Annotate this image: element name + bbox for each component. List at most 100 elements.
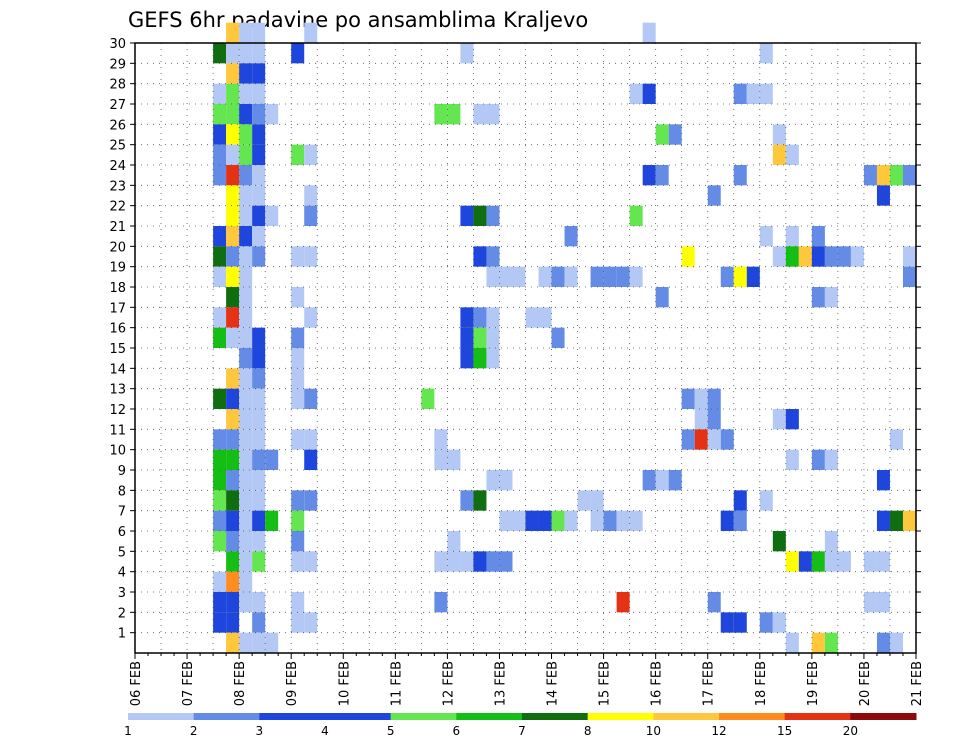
heatmap-cell-m25-t9 xyxy=(252,124,266,145)
y-tick-label-15: 15 xyxy=(109,342,126,357)
heatmap-cell-m6-t10 xyxy=(265,510,279,531)
y-tick-label-8: 8 xyxy=(118,484,126,499)
heatmap-cell-m28-t9 xyxy=(252,63,266,84)
heatmap-cell-m25-t40 xyxy=(655,124,669,145)
heatmap-cell-m7-t46 xyxy=(733,490,747,511)
heatmap-cell-m0-t50 xyxy=(785,632,799,653)
heatmap-cell-m5-t8 xyxy=(239,531,253,552)
x-tick-label-1: 07 FEB xyxy=(181,661,196,706)
heatmap-cell-m24-t8 xyxy=(239,144,253,165)
heatmap-cell-m13-t9 xyxy=(252,368,266,389)
x-tick-label-12: 18 FEB xyxy=(754,661,769,706)
heatmap-cell-m9-t50 xyxy=(785,449,799,470)
y-tick-label-19: 19 xyxy=(109,261,126,276)
heatmap-cell-m23-t59 xyxy=(902,165,916,186)
x-tick-label-6: 12 FEB xyxy=(441,661,456,706)
heatmap-cell-m2-t8 xyxy=(239,592,253,613)
heatmap-cell-m7-t12 xyxy=(291,490,305,511)
heatmap-cell-m23-t39 xyxy=(642,165,656,186)
heatmap-cell-m5-t49 xyxy=(772,531,786,552)
y-tick-label-7: 7 xyxy=(118,505,126,520)
heatmap-cell-m18-t47 xyxy=(746,266,760,287)
heatmap-cell-m12-t9 xyxy=(252,388,266,409)
heatmap-cell-m19-t53 xyxy=(824,246,838,267)
heatmap-cell-m17-t53 xyxy=(824,287,838,308)
y-tick-label-29: 29 xyxy=(109,57,126,72)
heatmap-cell-m18-t37 xyxy=(616,266,630,287)
heatmap-cell-m30-t9 xyxy=(252,22,266,43)
heatmap-cell-m6-t8 xyxy=(239,510,253,531)
heatmap-cell-m18-t35 xyxy=(590,266,604,287)
y-tick-label-1: 1 xyxy=(118,627,126,642)
heatmap-cell-m10-t7 xyxy=(226,429,240,450)
heatmap-cell-m16-t8 xyxy=(239,307,253,328)
heatmap-cell-m27-t8 xyxy=(239,83,253,104)
heatmap-cell-m8-t39 xyxy=(642,470,656,491)
heatmap-cell-m9-t6 xyxy=(213,449,227,470)
heatmap-cell-m7-t6 xyxy=(213,490,227,511)
heatmap-cell-m4-t52 xyxy=(811,551,825,572)
heatmap-cell-m6-t28 xyxy=(499,510,513,531)
heatmap-cell-m10-t12 xyxy=(291,429,305,450)
heatmap-cell-m24-t50 xyxy=(785,144,799,165)
heatmap-cell-m21-t10 xyxy=(265,205,279,226)
heatmap-cell-m23-t7 xyxy=(226,165,240,186)
y-tick-label-26: 26 xyxy=(109,118,126,133)
heatmap-cell-m3-t6 xyxy=(213,571,227,592)
y-tick-label-11: 11 xyxy=(109,423,126,438)
heatmap-cell-m11-t8 xyxy=(239,409,253,430)
colorbar-label-7: 7 xyxy=(518,724,526,738)
heatmap-cell-m29-t25 xyxy=(460,43,474,64)
heatmap-cell-m26-t24 xyxy=(447,104,461,125)
heatmap-cell-m16-t25 xyxy=(460,307,474,328)
heatmap-cell-m21-t26 xyxy=(473,205,487,226)
heatmap-cell-m4-t12 xyxy=(291,551,305,572)
heatmap-cell-m5-t24 xyxy=(447,531,461,552)
heatmap-cell-m23-t6 xyxy=(213,165,227,186)
heatmap-cell-m6-t46 xyxy=(733,510,747,531)
heatmap-cell-m19-t59 xyxy=(902,246,916,267)
heatmap-cell-m20-t33 xyxy=(564,226,578,247)
heatmap-cell-m7-t34 xyxy=(577,490,591,511)
heatmap-cell-m6-t36 xyxy=(603,510,617,531)
heatmap-cell-m17-t7 xyxy=(226,287,240,308)
heatmap-cell-m7-t9 xyxy=(252,490,266,511)
heatmap-cell-m16-t7 xyxy=(226,307,240,328)
heatmap-cell-m24-t9 xyxy=(252,144,266,165)
y-tick-label-6: 6 xyxy=(118,525,126,540)
heatmap-cell-m29-t12 xyxy=(291,43,305,64)
heatmap-cell-m19-t27 xyxy=(486,246,500,267)
heatmap-cell-m10-t42 xyxy=(681,429,695,450)
colorbar-label-15: 15 xyxy=(777,724,792,738)
heatmap-cell-m0-t9 xyxy=(252,632,266,653)
heatmap-cell-m18-t36 xyxy=(603,266,617,287)
x-tick-label-2: 08 FEB xyxy=(233,661,248,706)
heatmap-cell-m21-t25 xyxy=(460,205,474,226)
colorbar-segment-7 xyxy=(587,713,654,720)
colorbar-label-2: 2 xyxy=(190,724,198,738)
heatmap-cell-m5-t7 xyxy=(226,531,240,552)
heatmap-cell-m11-t49 xyxy=(772,409,786,430)
heatmap-cell-m6-t45 xyxy=(720,510,734,531)
heatmap-cell-m1-t9 xyxy=(252,612,266,633)
heatmap-cell-m27-t38 xyxy=(629,83,643,104)
heatmap-cell-m7-t48 xyxy=(759,490,773,511)
heatmap-cell-m1-t48 xyxy=(759,612,773,633)
heatmap-cell-m25-t49 xyxy=(772,124,786,145)
heatmap-cell-m8-t7 xyxy=(226,470,240,491)
heatmap-cell-m26-t6 xyxy=(213,104,227,125)
heatmap-cell-m6-t9 xyxy=(252,510,266,531)
heatmap-cell-m6-t30 xyxy=(525,510,539,531)
heatmap-cell-m22-t13 xyxy=(304,185,318,206)
heatmap-cell-m24-t6 xyxy=(213,144,227,165)
heatmap-cell-m24-t12 xyxy=(291,144,305,165)
heatmap-cell-m19-t8 xyxy=(239,246,253,267)
heatmap-cell-m26-t9 xyxy=(252,104,266,125)
heatmap-cell-m11-t44 xyxy=(707,409,721,430)
heatmap-cell-m27-t46 xyxy=(733,83,747,104)
heatmap-cell-m4-t23 xyxy=(434,551,448,572)
heatmap-cell-m14-t9 xyxy=(252,348,266,369)
y-axis-ticks: 1234567891011121314151617181920212223242… xyxy=(109,37,921,642)
y-tick-label-14: 14 xyxy=(109,362,126,377)
y-tick-label-10: 10 xyxy=(109,444,126,459)
